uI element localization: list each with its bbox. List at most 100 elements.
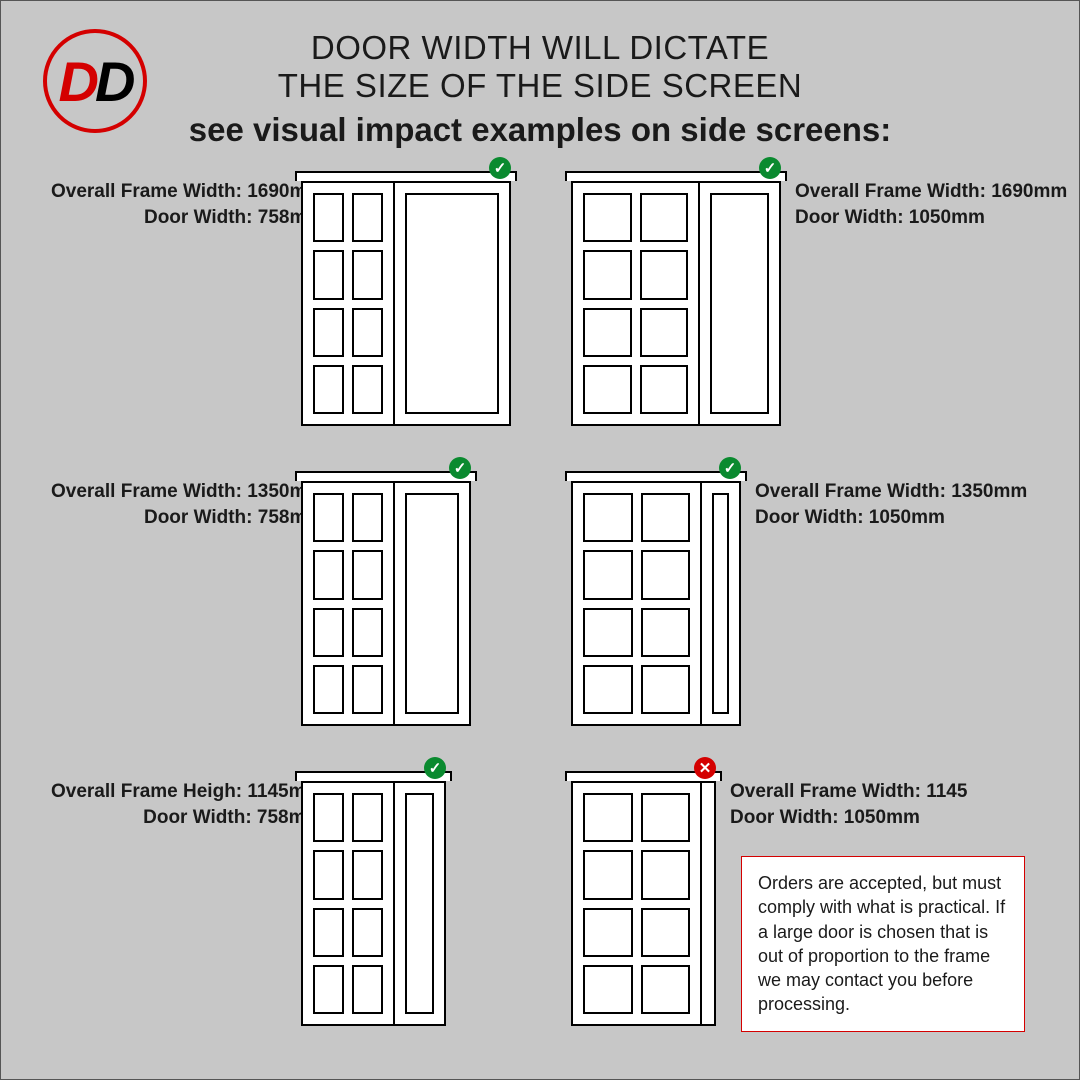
pane bbox=[640, 365, 689, 414]
pane bbox=[641, 608, 691, 657]
glass-panes bbox=[583, 193, 688, 414]
pane bbox=[313, 608, 344, 657]
door-leaf bbox=[573, 783, 702, 1024]
door-diagram bbox=[571, 771, 716, 1026]
pane bbox=[313, 250, 344, 299]
door-width-label: Door Width: 758mm bbox=[51, 505, 323, 531]
door-diagram bbox=[301, 171, 511, 426]
pane bbox=[641, 908, 691, 957]
outer-frame bbox=[571, 181, 781, 426]
side-screen bbox=[405, 493, 459, 714]
side-screen bbox=[710, 193, 769, 414]
side-screen bbox=[405, 193, 499, 414]
pane bbox=[583, 908, 633, 957]
side-screen bbox=[405, 793, 434, 1014]
pane bbox=[583, 365, 632, 414]
check-icon: ✓ bbox=[449, 457, 471, 479]
pane bbox=[352, 665, 383, 714]
dimension-labels: Overall Frame Width: 1350mmDoor Width: 1… bbox=[755, 479, 1027, 530]
pane bbox=[641, 550, 691, 599]
glass-panes bbox=[313, 493, 383, 714]
pane bbox=[583, 793, 633, 842]
pane bbox=[583, 250, 632, 299]
pane bbox=[352, 908, 383, 957]
pane bbox=[352, 493, 383, 542]
check-icon: ✓ bbox=[424, 757, 446, 779]
order-note: Orders are accepted, but must comply wit… bbox=[741, 856, 1025, 1032]
dimension-labels: Overall Frame Width: 1690mmDoor Width: 7… bbox=[51, 179, 323, 230]
door-width-label: Door Width: 758mm bbox=[51, 805, 322, 831]
pane bbox=[313, 850, 344, 899]
check-icon: ✓ bbox=[759, 157, 781, 179]
pane bbox=[583, 550, 633, 599]
pane bbox=[313, 965, 344, 1014]
dimension-labels: Overall Frame Heigh: 1145mmDoor Width: 7… bbox=[51, 779, 322, 830]
pane bbox=[640, 250, 689, 299]
pane bbox=[583, 608, 633, 657]
door-leaf bbox=[303, 183, 395, 424]
door-width-label: Door Width: 758mm bbox=[51, 205, 323, 231]
glass-panes bbox=[313, 193, 383, 414]
door-diagram bbox=[301, 471, 471, 726]
pane bbox=[352, 608, 383, 657]
glass-panes bbox=[583, 793, 690, 1014]
overall-frame-label: Overall Frame Heigh: 1145mm bbox=[51, 779, 322, 805]
title-line-2: THE SIZE OF THE SIDE SCREEN bbox=[1, 67, 1079, 105]
pane bbox=[313, 193, 344, 242]
overall-frame-label: Overall Frame Width: 1145 bbox=[730, 779, 967, 805]
pane bbox=[640, 308, 689, 357]
pane bbox=[641, 850, 691, 899]
outer-frame bbox=[571, 781, 716, 1026]
top-rail bbox=[295, 171, 517, 181]
pane bbox=[583, 850, 633, 899]
check-icon: ✓ bbox=[489, 157, 511, 179]
title-line-1: DOOR WIDTH WILL DICTATE bbox=[1, 29, 1079, 67]
pane bbox=[313, 550, 344, 599]
check-icon: ✓ bbox=[719, 457, 741, 479]
overall-frame-label: Overall Frame Width: 1350mm bbox=[755, 479, 1027, 505]
door-width-label: Door Width: 1050mm bbox=[730, 805, 967, 831]
pane bbox=[641, 965, 691, 1014]
pane bbox=[313, 908, 344, 957]
pane bbox=[352, 550, 383, 599]
dimension-labels: Overall Frame Width: 1690mmDoor Width: 1… bbox=[795, 179, 1067, 230]
cross-icon: ✕ bbox=[694, 757, 716, 779]
outer-frame bbox=[571, 481, 741, 726]
pane bbox=[352, 850, 383, 899]
pane bbox=[583, 965, 633, 1014]
pane bbox=[352, 308, 383, 357]
subtitle: see visual impact examples on side scree… bbox=[1, 111, 1079, 149]
overall-frame-label: Overall Frame Width: 1690mm bbox=[51, 179, 323, 205]
glass-panes bbox=[583, 493, 690, 714]
door-leaf bbox=[303, 483, 395, 724]
outer-frame bbox=[301, 181, 511, 426]
title-block: DOOR WIDTH WILL DICTATE THE SIZE OF THE … bbox=[1, 29, 1079, 149]
overall-frame-label: Overall Frame Width: 1690mm bbox=[795, 179, 1067, 205]
pane bbox=[352, 193, 383, 242]
door-diagram bbox=[571, 171, 781, 426]
pane bbox=[352, 793, 383, 842]
pane bbox=[583, 493, 633, 542]
pane bbox=[583, 193, 632, 242]
door-diagram bbox=[571, 471, 741, 726]
dimension-labels: Overall Frame Width: 1350mmDoor Width: 7… bbox=[51, 479, 323, 530]
pane bbox=[641, 665, 691, 714]
pane bbox=[352, 965, 383, 1014]
door-leaf bbox=[573, 483, 702, 724]
pane bbox=[583, 308, 632, 357]
overall-frame-label: Overall Frame Width: 1350mm bbox=[51, 479, 323, 505]
top-rail bbox=[565, 171, 787, 181]
pane bbox=[641, 793, 691, 842]
pane bbox=[313, 308, 344, 357]
pane bbox=[313, 665, 344, 714]
pane bbox=[641, 493, 691, 542]
door-width-label: Door Width: 1050mm bbox=[795, 205, 1067, 231]
door-leaf bbox=[573, 183, 700, 424]
outer-frame bbox=[301, 781, 446, 1026]
pane bbox=[352, 365, 383, 414]
side-screen bbox=[712, 493, 729, 714]
pane bbox=[313, 365, 344, 414]
door-width-label: Door Width: 1050mm bbox=[755, 505, 1027, 531]
outer-frame bbox=[301, 481, 471, 726]
door-diagram bbox=[301, 771, 446, 1026]
